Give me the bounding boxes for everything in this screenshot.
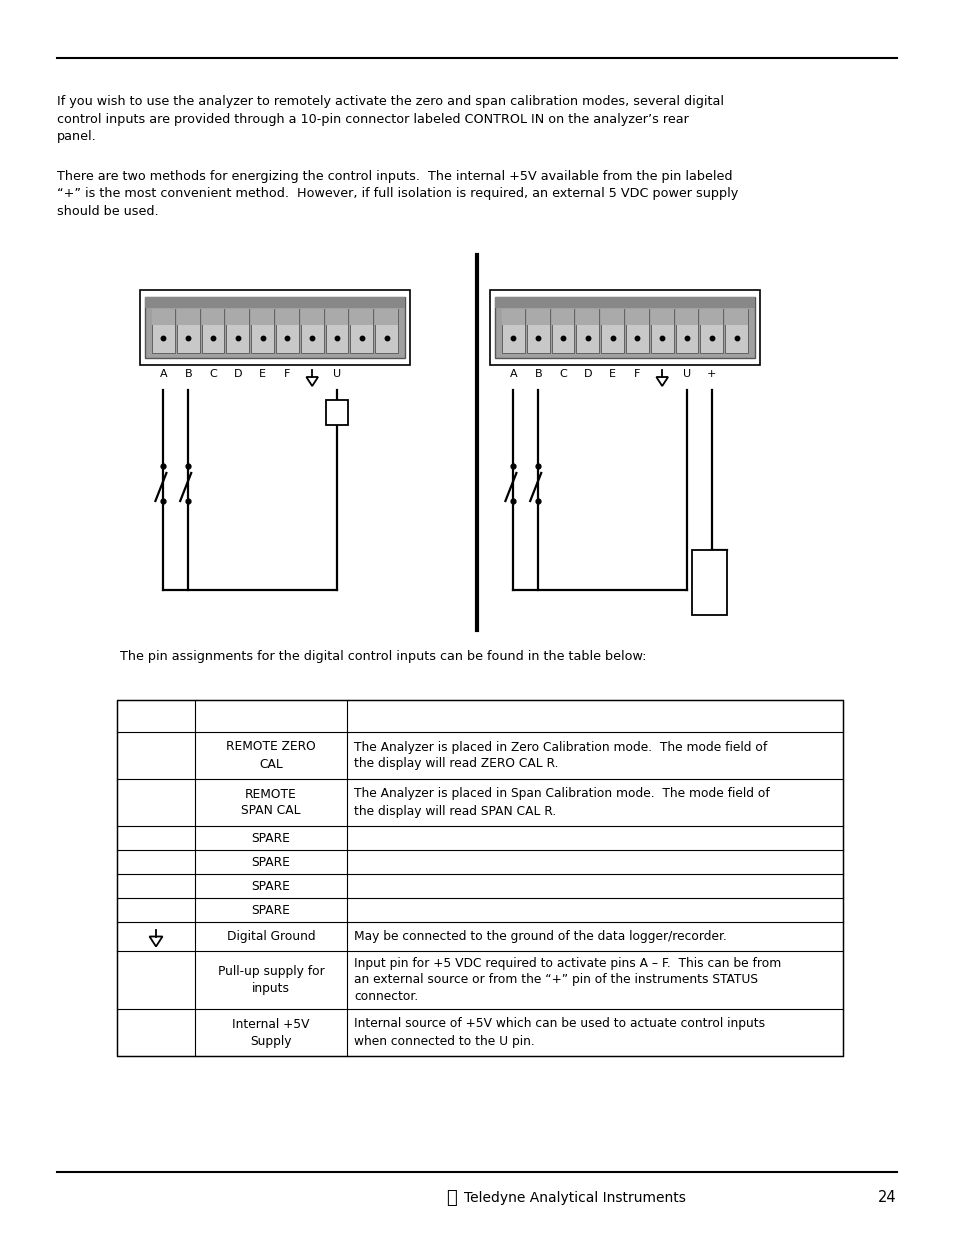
Bar [691,550,726,615]
Bar [700,309,722,325]
Bar [501,309,524,325]
Bar [140,290,410,366]
Bar [551,309,574,353]
Text: A: A [509,369,517,379]
Text: SPARE: SPARE [252,904,290,916]
Text: B: B [534,369,541,379]
Bar [375,309,397,325]
Text: B: B [184,369,192,379]
Bar [300,309,323,353]
Bar [576,309,598,353]
Text: +: + [706,369,716,379]
Bar [675,309,698,325]
Bar [625,309,648,353]
Bar [600,309,623,325]
Bar [145,296,405,308]
Text: Digital Ground: Digital Ground [227,930,315,944]
Bar [300,309,323,325]
Text: D: D [233,369,242,379]
Text: F: F [284,369,291,379]
Bar [176,309,199,325]
Bar [176,309,199,353]
Text: The Analyzer is placed in Span Calibration mode.  The mode field of
the display : The Analyzer is placed in Span Calibrati… [354,788,769,818]
Text: A: A [159,369,167,379]
Bar [350,309,373,325]
Text: D: D [583,369,592,379]
Bar [325,309,348,353]
Bar [251,309,274,353]
Bar [350,309,373,353]
Text: SPARE: SPARE [252,879,290,893]
Text: Input pin for +5 VDC required to activate pins A – F.  This can be from
an exter: Input pin for +5 VDC required to activat… [354,956,781,1004]
Bar [375,309,397,353]
Bar [152,309,174,353]
Text: U: U [333,369,341,379]
Bar [201,309,224,325]
Text: Internal source of +5V which can be used to actuate control inputs
when connecte: Internal source of +5V which can be used… [354,1018,764,1047]
Bar [275,309,298,325]
Text: Internal +5V
Supply: Internal +5V Supply [232,1018,310,1047]
Bar [526,309,549,353]
Bar [501,309,524,353]
Text: REMOTE ZERO
CAL: REMOTE ZERO CAL [226,741,315,771]
Bar [490,290,760,366]
Bar [201,309,224,353]
Text: SPARE: SPARE [252,856,290,868]
Bar [326,400,348,425]
Text: If you wish to use the analyzer to remotely activate the zero and span calibrati: If you wish to use the analyzer to remot… [57,95,723,143]
Text: May be connected to the ground of the data logger/recorder.: May be connected to the ground of the da… [354,930,726,944]
Text: The Analyzer is placed in Zero Calibration mode.  The mode field of
the display : The Analyzer is placed in Zero Calibrati… [354,741,766,771]
Bar [650,309,673,353]
Bar [576,309,598,325]
Bar [495,296,754,358]
Bar [495,296,754,308]
Text: E: E [608,369,616,379]
Bar [625,309,648,325]
Bar [600,309,623,353]
Bar [226,309,249,353]
Bar [700,309,722,353]
Bar [551,309,574,325]
Bar [724,309,747,353]
Bar [724,309,747,325]
Text: E: E [259,369,266,379]
Text: There are two methods for energizing the control inputs.  The internal +5V avail: There are two methods for energizing the… [57,170,738,219]
Bar [145,296,405,358]
Text: REMOTE
SPAN CAL: REMOTE SPAN CAL [241,788,300,818]
Bar [275,309,298,353]
Bar [117,700,842,1056]
Bar [152,309,174,325]
Bar [650,309,673,325]
Bar [675,309,698,353]
Text: SPARE: SPARE [252,831,290,845]
Text: 24: 24 [878,1191,896,1205]
Text: F: F [634,369,639,379]
Bar [117,700,842,1056]
Bar [325,309,348,325]
Bar [526,309,549,325]
Text: U: U [682,369,690,379]
Text: Pull-up supply for
inputs: Pull-up supply for inputs [217,965,324,995]
Text: ⯈: ⯈ [446,1189,456,1207]
Bar [251,309,274,325]
Text: Teledyne Analytical Instruments: Teledyne Analytical Instruments [463,1191,685,1205]
Text: C: C [558,369,566,379]
Text: C: C [209,369,216,379]
Text: The pin assignments for the digital control inputs can be found in the table bel: The pin assignments for the digital cont… [120,650,646,663]
Bar [226,309,249,325]
